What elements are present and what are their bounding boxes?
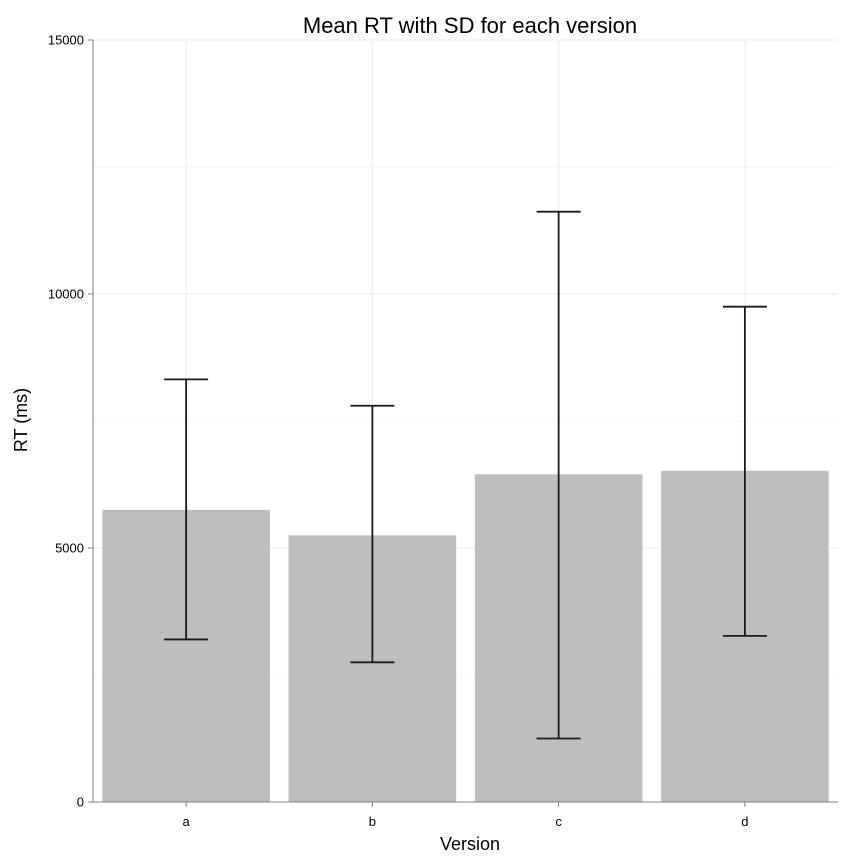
x-tick-label: a bbox=[183, 814, 191, 829]
y-tick-label: 0 bbox=[77, 795, 84, 810]
y-axis-title: RT (ms) bbox=[11, 388, 31, 452]
error-bars bbox=[164, 210, 767, 740]
x-tick-label: c bbox=[555, 814, 562, 829]
axes: 0 5000 10000 15000 a b c d bbox=[48, 33, 838, 829]
error-bar-c bbox=[536, 210, 581, 740]
y-tick-label: 15000 bbox=[48, 33, 84, 48]
chart-title: Mean RT with SD for each version bbox=[303, 13, 637, 38]
bars bbox=[102, 470, 829, 802]
x-tick-label: d bbox=[741, 814, 748, 829]
error-bar-a bbox=[164, 378, 209, 641]
x-axis-title: Version bbox=[440, 834, 500, 852]
x-tick-label: b bbox=[369, 814, 376, 829]
error-bar-b bbox=[350, 404, 395, 664]
error-bar-d bbox=[722, 305, 767, 637]
y-tick-label: 5000 bbox=[55, 541, 84, 556]
y-tick-label: 10000 bbox=[48, 287, 84, 302]
